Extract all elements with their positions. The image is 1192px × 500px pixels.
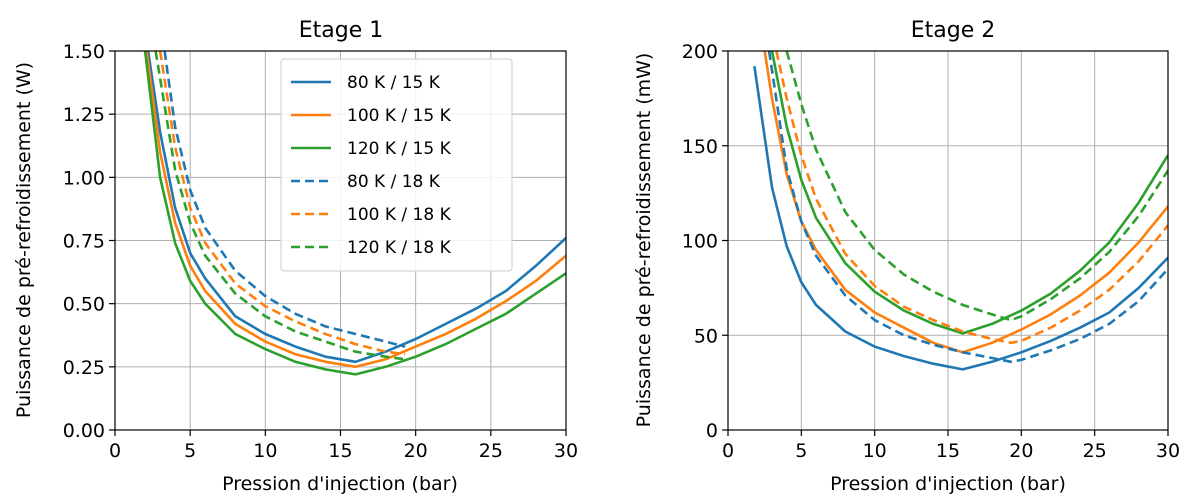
x-tick-label: 30 <box>554 440 578 462</box>
y-tick-label: 150 <box>682 136 718 158</box>
series-line <box>146 51 566 364</box>
x-tick-label: 20 <box>404 440 428 462</box>
series-line <box>154 51 406 361</box>
y-tick-label: 0.00 <box>63 420 105 442</box>
x-tick-label: 15 <box>328 440 352 462</box>
y-tick-label: 0.50 <box>63 294 105 316</box>
y-tick-label: 1.00 <box>63 167 105 189</box>
x-tick-label: 10 <box>253 440 277 462</box>
series-line <box>785 51 1168 322</box>
plot-frame <box>727 50 1169 431</box>
x-tick-label: 10 <box>863 440 887 462</box>
series-line <box>767 51 1168 364</box>
plot-frame <box>114 50 567 431</box>
legend: 80 K / 15 K 100 K / 15 K 120 K / 15 K 80 K … <box>280 58 513 272</box>
x-tick-label: 25 <box>479 440 503 462</box>
y-tick-label: 200 <box>682 41 718 63</box>
legend-label: 100 K / 15 K <box>347 106 452 126</box>
y-tick-label: 1.50 <box>63 41 105 63</box>
chart-etage-1: Etage 1 0 5 10 15 20 25 30 0.00 0.25 0.50 0.75 1.00… <box>13 18 578 495</box>
legend-label: 80 K / 18 K <box>347 172 441 192</box>
y-tick-label: 100 <box>682 231 718 253</box>
x-tick-label: 15 <box>936 440 960 462</box>
y-tick-label: 50 <box>694 325 718 347</box>
legend-box <box>280 58 513 272</box>
legend-label: 120 K / 15 K <box>347 139 452 159</box>
series-line <box>753 66 1168 371</box>
x-tick-label: 20 <box>1009 440 1033 462</box>
y-axis-label: Puissance de pré-refroidissement (W) <box>13 62 35 418</box>
series-line <box>775 51 1168 345</box>
x-tick-label: 0 <box>109 440 121 462</box>
chart-title: Etage 2 <box>911 18 996 43</box>
x-tick-label: 0 <box>722 440 734 462</box>
series-line <box>145 51 566 369</box>
y-tick-label: 0.25 <box>63 357 105 379</box>
y-tick-label: 0.75 <box>63 231 105 253</box>
legend-label: 120 K / 18 K <box>347 238 452 258</box>
series-line <box>163 51 406 348</box>
x-tick-label: 5 <box>795 440 807 462</box>
legend-label: 80 K / 15 K <box>347 73 441 93</box>
y-tick-label: 1.25 <box>63 104 105 126</box>
series-line <box>770 51 1168 335</box>
y-axis-label: Puissance de pré-refroidissement (mW) <box>633 53 655 428</box>
x-axis-label: Pression d'injection (bar) <box>830 473 1066 495</box>
legend-label: 100 K / 18 K <box>347 205 452 225</box>
x-axis-label: Pression d'injection (bar) <box>222 473 458 495</box>
x-tick-label: 30 <box>1156 440 1180 462</box>
series-line <box>143 51 566 376</box>
x-tick-label: 5 <box>184 440 196 462</box>
series-line <box>158 51 406 356</box>
chart-etage-2: Etage 2 0 5 10 15 20 25 30 0 50 100 150 200 Pressio… <box>633 18 1180 495</box>
x-tick-label: 25 <box>1083 440 1107 462</box>
chart-title: Etage 1 <box>299 18 384 43</box>
y-tick-label: 0 <box>706 420 718 442</box>
